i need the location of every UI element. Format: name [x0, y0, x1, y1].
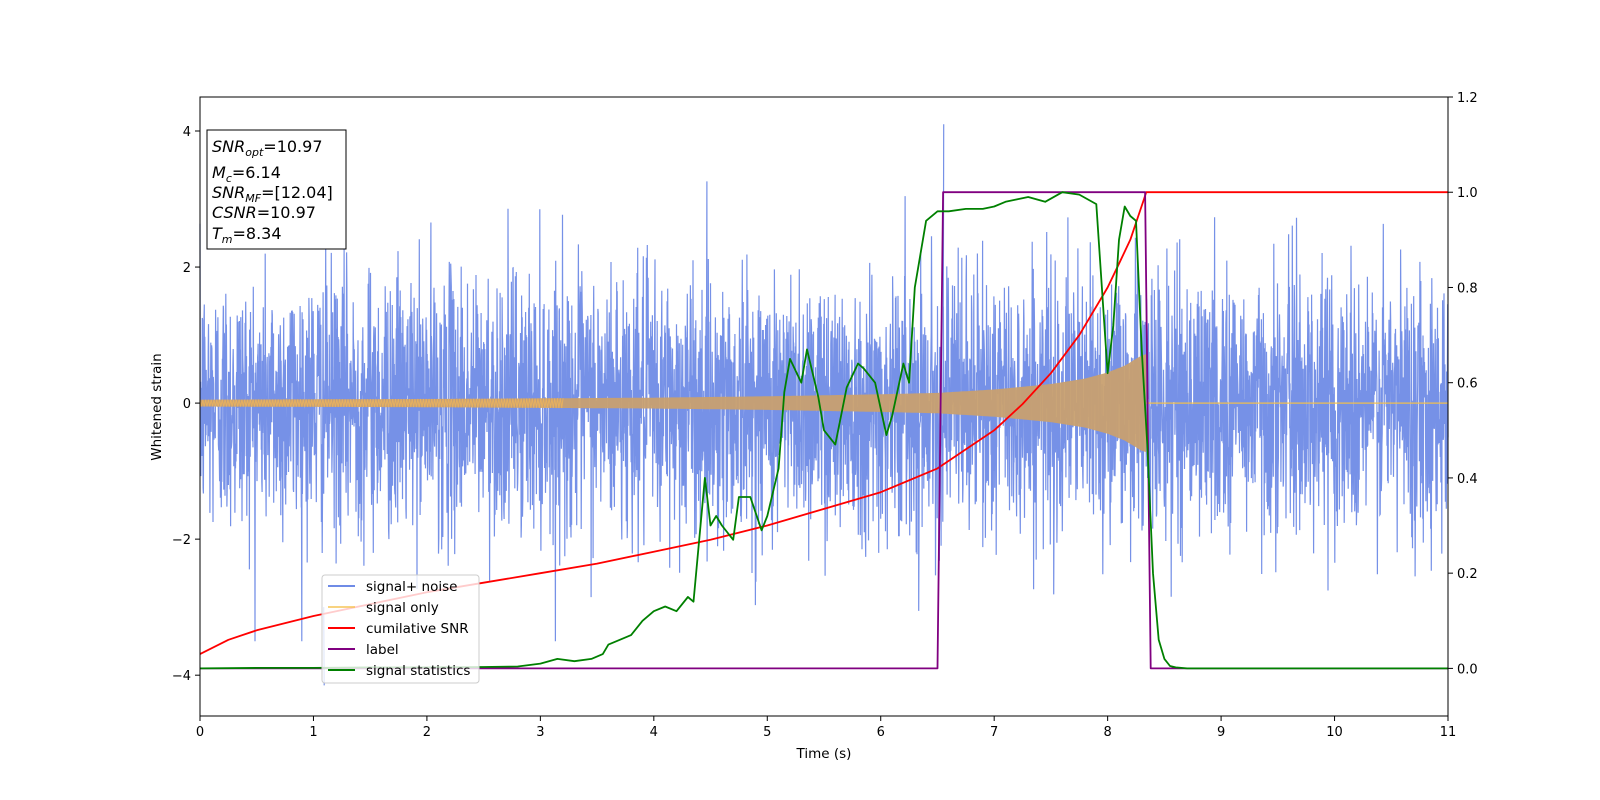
y-right-tick-label: 0.8 [1457, 281, 1478, 296]
legend-label-noise: signal+ noise [366, 579, 457, 595]
series-signal-statistics [199, 191, 1448, 670]
y-right-tick-label: 1.2 [1457, 91, 1478, 106]
y-right-tick-label: 0.4 [1457, 472, 1478, 487]
series-signal-only-oscillation [199, 398, 564, 409]
x-tick-label: 2 [423, 725, 431, 740]
x-tick-label: 11 [1440, 725, 1457, 740]
y-left-tick-label: −2 [172, 533, 191, 548]
y-right-tick-label: 1.0 [1457, 186, 1478, 201]
x-tick-label: 8 [1103, 725, 1111, 740]
legend-label-label: label [366, 642, 399, 658]
x-tick-label: 1 [309, 725, 317, 740]
legend: signal+ noise signal only cumilative SNR… [321, 574, 480, 684]
info-box: SNRopt=10.97 Mc=6.14 SNRMF=[12.04] CSNR=… [206, 129, 347, 250]
x-tick-label: 5 [763, 725, 771, 740]
info-snr-opt: SNRopt=10.97 [212, 137, 323, 159]
y-right-tick-label: 0.0 [1457, 662, 1478, 677]
y-axis-left: −4 −2 0 2 4 [172, 125, 200, 684]
series-signal-only-band [200, 354, 1147, 453]
x-tick-label: 6 [877, 725, 885, 740]
y-left-tick-label: 2 [183, 261, 191, 276]
y-axis-label: Whitened strain [149, 353, 165, 460]
legend-label-stats: signal statistics [366, 663, 470, 679]
info-mc: Mc=6.14 [212, 163, 281, 185]
y-axis-right: 0.0 0.2 0.4 0.6 0.8 1.0 1.2 [1448, 91, 1478, 677]
signal-only-series [199, 354, 1448, 453]
info-snr-mf: SNRMF=[12.04] [212, 183, 333, 205]
axes-border [199, 96, 1449, 717]
x-axis-label: Time (s) [796, 746, 852, 762]
legend-label-signal: signal only [366, 600, 439, 616]
y-left-tick-label: −4 [172, 669, 191, 684]
x-tick-label: 10 [1326, 725, 1343, 740]
y-left-tick-label: 4 [183, 125, 191, 140]
x-tick-label: 7 [990, 725, 998, 740]
y-left-tick-label: 0 [183, 397, 191, 412]
x-axis: 0 1 2 3 4 5 6 7 8 9 10 11 [196, 716, 1456, 740]
legend-label-csnr: cumilative SNR [366, 621, 469, 637]
x-tick-label: 4 [650, 725, 658, 740]
x-tick-label: 3 [536, 725, 544, 740]
info-tm: Tm=8.34 [212, 224, 282, 246]
x-tick-label: 9 [1217, 725, 1225, 740]
x-tick-label: 0 [196, 725, 204, 740]
y-right-tick-label: 0.2 [1457, 567, 1478, 582]
info-csnr: CSNR=10.97 [212, 203, 316, 222]
y-right-tick-label: 0.6 [1457, 377, 1478, 392]
